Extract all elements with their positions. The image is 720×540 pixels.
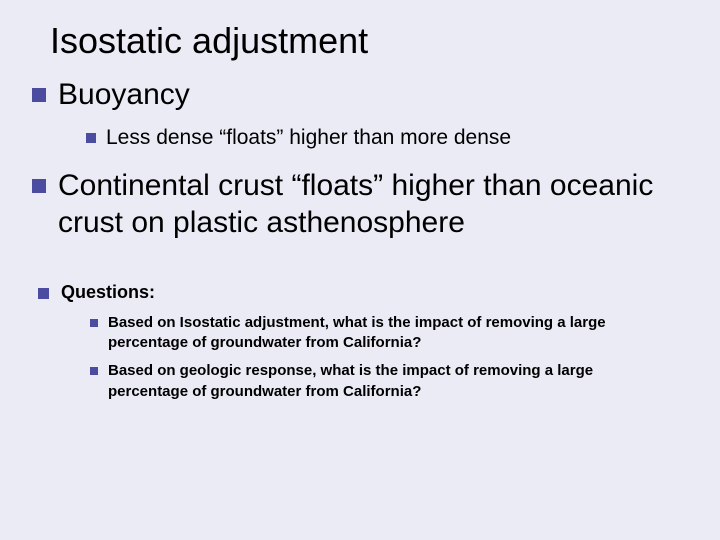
subbullet-text: Less dense “floats” higher than more den…	[106, 124, 511, 151]
bullet-text: Buoyancy	[58, 76, 190, 114]
square-bullet-icon	[90, 319, 98, 327]
square-bullet-icon	[32, 88, 46, 102]
question-item-1: Based on Isostatic adjustment, what is t…	[90, 313, 688, 354]
subbullet-less-dense: Less dense “floats” higher than more den…	[86, 124, 688, 151]
question-text: Based on Isostatic adjustment, what is t…	[108, 313, 672, 354]
questions-label: Questions:	[61, 282, 155, 303]
square-bullet-icon	[32, 179, 46, 193]
slide-title: Isostatic adjustment	[50, 20, 688, 62]
question-text: Based on geologic response, what is the …	[108, 361, 672, 402]
bullet-questions: Questions:	[38, 282, 688, 303]
question-item-2: Based on geologic response, what is the …	[90, 361, 688, 402]
square-bullet-icon	[86, 133, 96, 143]
bullet-text: Continental crust “floats” higher than o…	[58, 167, 688, 242]
square-bullet-icon	[38, 288, 49, 299]
bullet-continental-crust: Continental crust “floats” higher than o…	[32, 167, 688, 242]
square-bullet-icon	[90, 367, 98, 375]
bullet-buoyancy: Buoyancy	[32, 76, 688, 114]
